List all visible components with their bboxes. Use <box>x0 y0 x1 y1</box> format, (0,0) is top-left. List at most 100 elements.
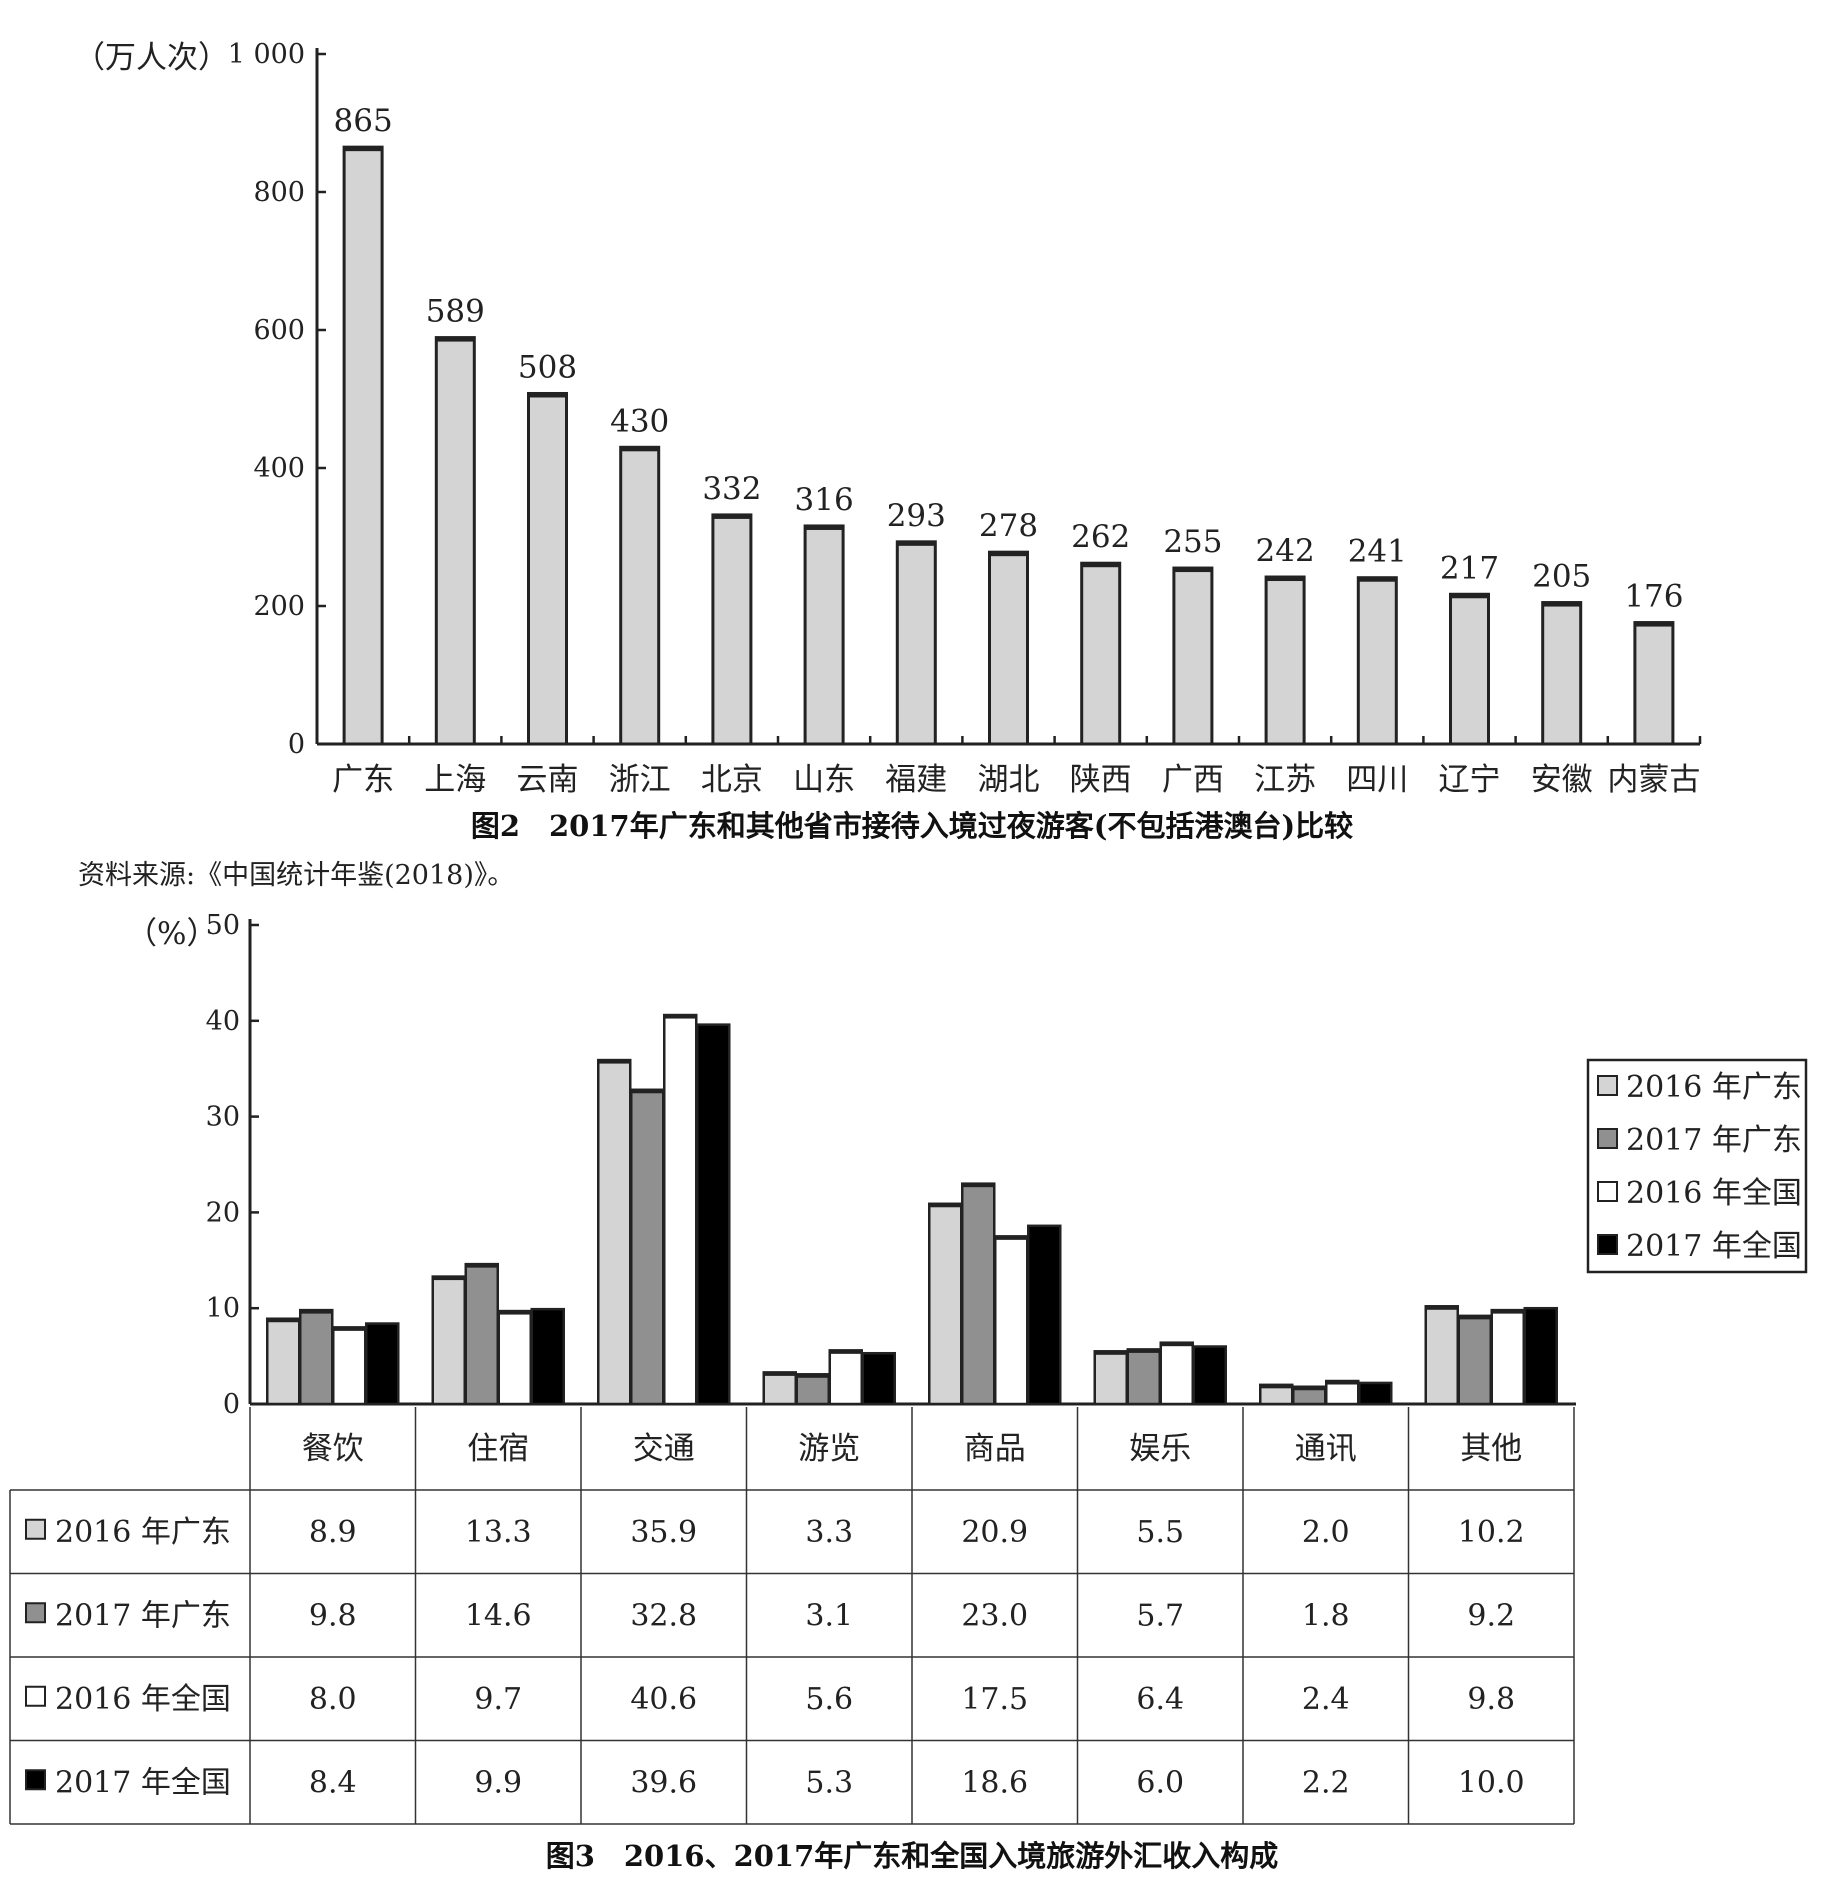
chart1-x-axis: 广东 上海 云南 浙江 北京 山东 福建 湖北 陕西 广西 江苏 四川 辽宁 安徽 内蒙古 <box>315 736 1702 798</box>
chart1-bar-cap <box>1358 577 1397 582</box>
chart2-bar-cap <box>1458 1315 1491 1320</box>
chart1-data-label: 865 <box>334 103 393 139</box>
table-cell: 5.3 <box>805 1765 853 1800</box>
chart2-legend-box <box>1586 1058 1808 1274</box>
chart2-category-label: 餐饮 <box>302 1431 364 1467</box>
table-cell: 10.0 <box>1458 1765 1525 1800</box>
chart2-bar-cap <box>1260 1384 1293 1389</box>
chart1-bar <box>988 550 1029 746</box>
chart1-bar-cap <box>1542 602 1581 607</box>
chart2-bar <box>1424 1305 1459 1406</box>
chart2-bar <box>299 1308 334 1406</box>
chart2-bar <box>1126 1348 1161 1406</box>
table-cell: 8.0 <box>309 1682 357 1717</box>
table-cell: 2.2 <box>1302 1765 1350 1800</box>
table-cell: 14.6 <box>465 1598 532 1633</box>
table-cell: 23.0 <box>961 1598 1028 1633</box>
table-cell: 32.8 <box>630 1598 697 1633</box>
chart1-bar <box>803 524 845 746</box>
chart2-bar-cap <box>498 1311 531 1315</box>
chart1-bar-cap <box>344 147 383 152</box>
chart1-data-label: 430 <box>610 403 669 439</box>
table-cell: 5.5 <box>1136 1515 1184 1550</box>
chart2-bars <box>266 1013 1558 1406</box>
chart2-y-axis: 0 10 20 30 40 50 <box>206 910 1576 1420</box>
table-cell: 2.4 <box>1302 1682 1350 1717</box>
chart2-bar <box>630 1088 665 1406</box>
chart1-category-label: 广东 <box>332 762 394 798</box>
chart2-bar <box>1159 1341 1194 1406</box>
table-row-label: 2017 年广东 <box>55 1598 231 1633</box>
table-row-swatch <box>25 1518 46 1540</box>
chart2-bar-cap <box>631 1089 664 1094</box>
chart1-caption: 图2 2017年广东和其他省市接待入境过夜游客(不包括港澳台)比较 <box>471 809 1353 843</box>
chart2-y-tick-label: 20 <box>206 1197 240 1228</box>
table-row-swatch <box>25 1685 46 1707</box>
table-cell: 18.6 <box>961 1765 1028 1800</box>
chart2-bar-cap <box>465 1264 498 1268</box>
chart1-category-label: 陕西 <box>1070 762 1132 798</box>
chart1-bar-cap <box>1173 568 1212 573</box>
chart1-bar <box>619 445 661 746</box>
chart1-bar <box>1356 576 1398 746</box>
chart1-category-label: 广西 <box>1162 762 1224 798</box>
chart2-bar-cap <box>300 1310 333 1314</box>
table-cell: 8.4 <box>309 1765 357 1800</box>
chart1-y-tick-label: 1 000 <box>228 39 305 70</box>
table-row-label: 2017 年全国 <box>55 1765 231 1800</box>
table-cell: 40.6 <box>630 1682 697 1717</box>
table-cell: 5.7 <box>1136 1598 1184 1633</box>
chart2-bar <box>861 1351 896 1406</box>
chart2-legend-swatch <box>1597 1128 1618 1149</box>
chart1-data-label: 255 <box>1163 524 1222 560</box>
chart1-category-label: 安徽 <box>1531 762 1593 798</box>
chart1-category-label: 四川 <box>1346 762 1408 798</box>
table-cell: 10.2 <box>1458 1515 1525 1550</box>
chart-forex-composition: （%） 0 10 20 30 40 50 2016 年广东 2017 年广东 2016 年全国… <box>9 910 1808 1873</box>
chart2-bar <box>696 1023 731 1406</box>
chart1-bar-cap <box>620 447 659 452</box>
chart1-bar-cap <box>1266 577 1305 582</box>
chart1-bar-cap <box>1634 622 1673 627</box>
chart1-bar <box>342 145 384 746</box>
table-cell: 9.8 <box>1467 1682 1515 1717</box>
chart2-category-label: 娱乐 <box>1129 1431 1191 1467</box>
chart1-category-label: 上海 <box>424 762 486 798</box>
chart1-data-label: 508 <box>518 349 577 385</box>
chart1-bar <box>527 391 568 746</box>
chart2-y-tick-label: 0 <box>223 1389 240 1420</box>
chart1-bar-cap <box>805 525 844 530</box>
chart1-bar-cap <box>897 541 936 546</box>
chart1-bar <box>1264 575 1306 746</box>
chart1-bar-cap <box>528 393 567 398</box>
chart2-unit-label: （%） <box>126 916 217 952</box>
chart2-bar <box>762 1371 797 1406</box>
chart2-y-tick-label: 10 <box>206 1293 240 1324</box>
chart2-bar <box>1523 1306 1558 1406</box>
chart2-legend-label: 2017 年广东 <box>1626 1123 1802 1158</box>
chart1-bar <box>895 540 937 746</box>
chart2-bar <box>597 1058 632 1406</box>
table-cell: 8.9 <box>309 1515 357 1550</box>
table-cell: 9.2 <box>1467 1598 1515 1633</box>
chart2-bar <box>1457 1314 1492 1406</box>
chart1-data-label: 293 <box>887 498 946 534</box>
chart2-legend-swatch <box>1597 1181 1618 1202</box>
chart2-data-table: 餐饮 住宿 交通 游览 商品 娱乐 通讯 其他 2016 年广东 8.9 13.3 35.9 3.3 20… <box>9 1407 1575 1825</box>
chart1-data-label: 316 <box>795 482 854 518</box>
chart2-bar <box>928 1202 963 1406</box>
chart2-bar <box>663 1013 698 1406</box>
chart1-bar-cap <box>989 552 1028 557</box>
chart2-caption: 图3 2016、2017年广东和全国入境旅游外汇收入构成 <box>546 1839 1279 1873</box>
chart2-bar <box>828 1349 863 1406</box>
table-cell: 9.9 <box>474 1765 522 1800</box>
chart2-bar-cap <box>1425 1306 1458 1310</box>
table-row-label: 2016 年广东 <box>55 1515 231 1550</box>
table-cell: 3.3 <box>805 1515 853 1550</box>
chart1-category-label: 内蒙古 <box>1607 762 1700 798</box>
chart2-legend-label: 2016 年广东 <box>1626 1070 1802 1105</box>
chart2-bar <box>266 1317 301 1406</box>
chart2-bar-cap <box>1160 1342 1193 1347</box>
chart1-data-label: 217 <box>1440 550 1499 586</box>
chart2-bar <box>365 1322 400 1406</box>
